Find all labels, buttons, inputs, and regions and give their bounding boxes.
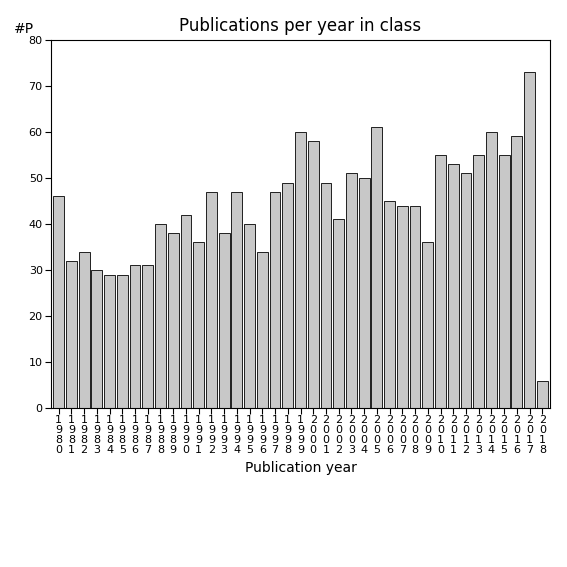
- Bar: [524, 72, 535, 408]
- Bar: [371, 127, 382, 408]
- Bar: [409, 205, 421, 408]
- Bar: [168, 233, 179, 408]
- Bar: [270, 192, 281, 408]
- Y-axis label: #P: #P: [14, 22, 33, 36]
- Bar: [282, 183, 293, 408]
- Bar: [244, 224, 255, 408]
- Bar: [231, 192, 242, 408]
- Bar: [193, 242, 204, 408]
- Bar: [397, 205, 408, 408]
- Bar: [180, 215, 191, 408]
- Bar: [66, 261, 77, 408]
- X-axis label: Publication year: Publication year: [244, 461, 357, 475]
- Bar: [346, 174, 357, 408]
- Bar: [308, 141, 319, 408]
- Bar: [219, 233, 230, 408]
- Bar: [333, 219, 344, 408]
- Bar: [435, 155, 446, 408]
- Bar: [460, 174, 471, 408]
- Bar: [91, 270, 102, 408]
- Bar: [295, 132, 306, 408]
- Bar: [499, 155, 510, 408]
- Bar: [359, 178, 370, 408]
- Bar: [117, 274, 128, 408]
- Title: Publications per year in class: Publications per year in class: [179, 18, 422, 35]
- Bar: [104, 274, 115, 408]
- Bar: [486, 132, 497, 408]
- Bar: [384, 201, 395, 408]
- Bar: [130, 265, 141, 408]
- Bar: [79, 252, 90, 408]
- Bar: [473, 155, 484, 408]
- Bar: [537, 380, 548, 408]
- Bar: [257, 252, 268, 408]
- Bar: [206, 192, 217, 408]
- Bar: [142, 265, 153, 408]
- Bar: [422, 242, 433, 408]
- Bar: [511, 137, 522, 408]
- Bar: [320, 183, 331, 408]
- Bar: [155, 224, 166, 408]
- Bar: [53, 196, 64, 408]
- Bar: [448, 164, 459, 408]
